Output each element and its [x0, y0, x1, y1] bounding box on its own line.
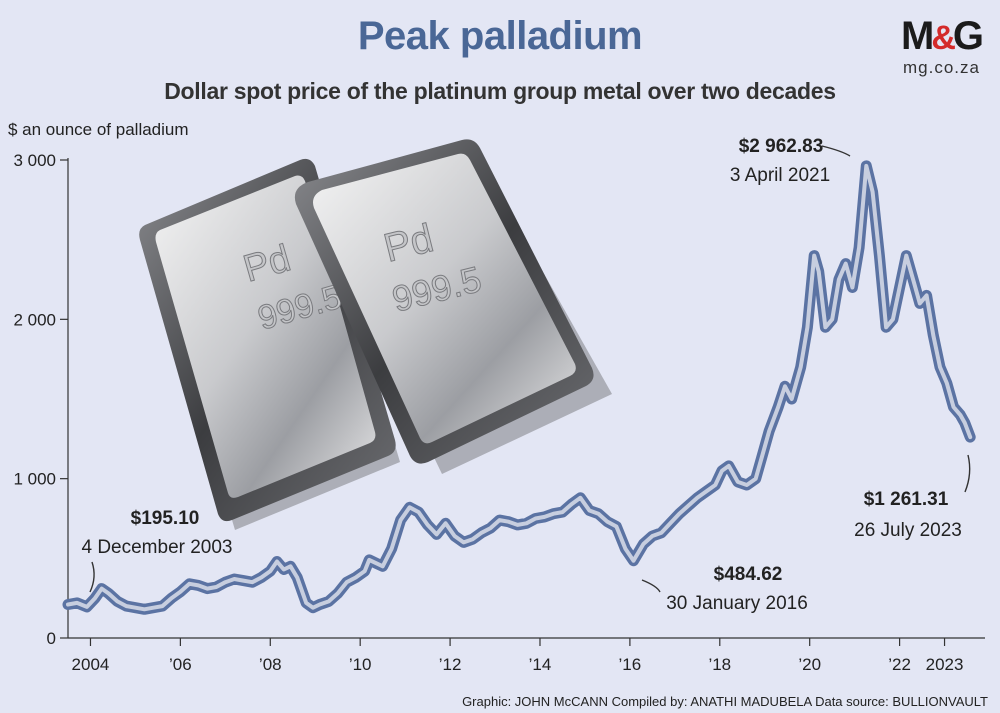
annotation-leader-line [641, 579, 661, 593]
annotation-date: 26 July 2023 [854, 520, 962, 541]
x-tick-label: ’16 [619, 655, 642, 674]
y-tick-label: 1 000 [13, 470, 56, 489]
chart-title: Peak palladium [357, 14, 643, 58]
x-tick-label: ’20 [798, 655, 821, 674]
annotation-date: 3 April 2021 [730, 165, 830, 186]
annotation-date: 4 December 2003 [81, 537, 232, 558]
y-tick-label: 2 000 [13, 310, 56, 329]
annotation-value: $1 261.31 [864, 489, 949, 510]
logo-m: M [900, 14, 934, 58]
annotation-leader-line [964, 454, 971, 493]
x-tick-label: ’22 [888, 655, 911, 674]
x-tick-label: ’06 [169, 655, 192, 674]
x-tick-label: ’12 [439, 655, 462, 674]
chart-subtitle: Dollar spot price of the platinum group … [164, 78, 836, 104]
logo-g: G [952, 14, 984, 58]
logo-amp: & [931, 19, 956, 57]
axes: 0 1 000 2 000 3 000 2004 ’06 ’08 ’10 ’12 ’14 ’16 ’1… [13, 151, 985, 674]
annotations: $195.10 4 December 2003 $484.62 30 January … [81, 136, 971, 614]
annotation-value: $195.10 [131, 508, 200, 529]
annotation-value: $484.62 [714, 564, 783, 585]
x-tick-label: ’18 [708, 655, 731, 674]
x-tick-label: ’08 [259, 655, 282, 674]
credit-line: Graphic: JOHN McCANN Compiled by: ANATHI… [462, 694, 988, 709]
x-tick-label: 2004 [72, 655, 110, 674]
x-tick-label: 2023 [926, 655, 964, 674]
annotation-leader-line [821, 145, 851, 157]
y-tick-label: 3 000 [13, 151, 56, 170]
palladium-bar-right: Pd 999.5 [294, 139, 612, 474]
x-tick-label: ’14 [529, 655, 552, 674]
annotation-leader-line [89, 561, 95, 593]
mg-logo: M&G [900, 14, 984, 59]
series-group [62, 160, 976, 615]
price-line-inner [66, 163, 973, 612]
annotation-date: 30 January 2016 [666, 593, 808, 614]
x-tick-label: ’10 [349, 655, 372, 674]
logo-url: mg.co.za [903, 58, 980, 77]
y-axis-label: $ an ounce of palladium [8, 120, 189, 139]
y-tick-label: 0 [47, 629, 56, 648]
annotation-value: $2 962.83 [739, 136, 824, 157]
